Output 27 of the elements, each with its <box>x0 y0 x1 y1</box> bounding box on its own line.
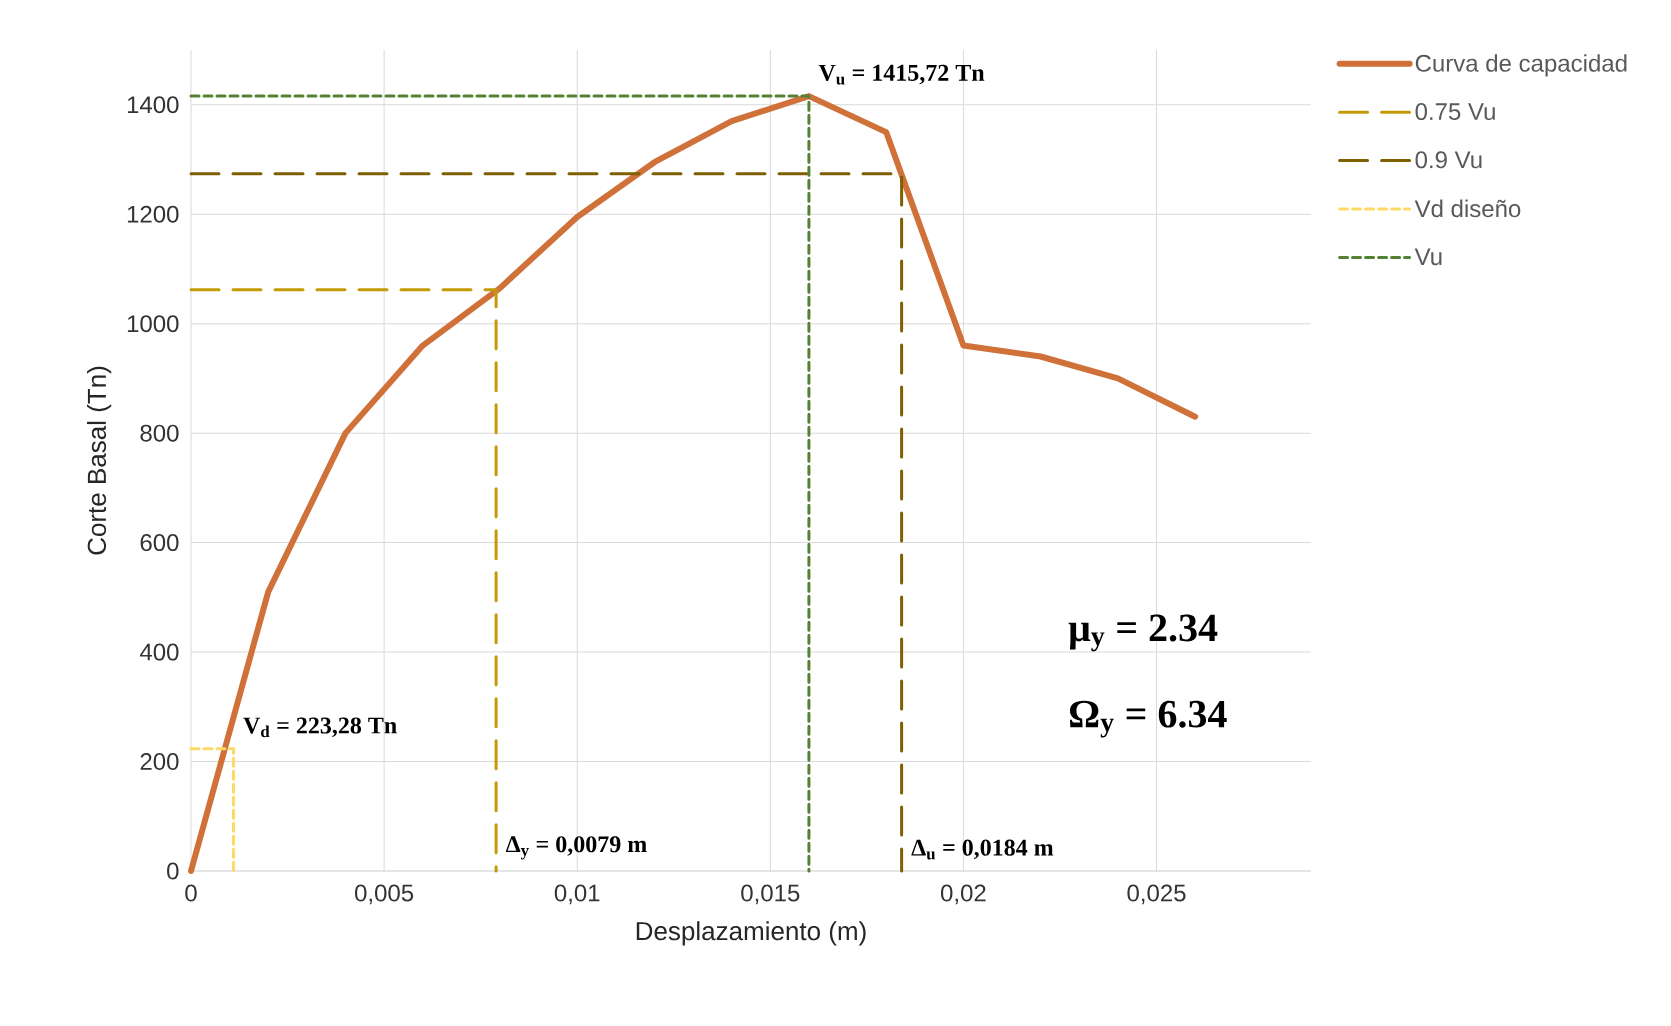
legend-label: 0.75 Vu <box>1415 103 1495 121</box>
y-tick-label: 800 <box>140 424 179 442</box>
annotation: V$_{d}$ = 223,28 Tn <box>243 717 397 738</box>
x-tick-label: 0,015 <box>741 884 800 905</box>
y-tick-label: 1400 <box>127 96 179 114</box>
annotation: μ$_{y}$ = 2.34 <box>1068 614 1218 652</box>
y-tick-label: 0 <box>167 862 179 880</box>
y-tick-label: 1200 <box>127 205 179 223</box>
y-tick-label: 400 <box>139 643 179 661</box>
y-tick-label: 600 <box>140 534 179 552</box>
annotation: V$_{u}$ = 1415,72 Tn <box>818 64 985 85</box>
annotation: Δ$_{u}$ = 0,0184 m <box>911 839 1054 860</box>
annotation: Δ$_{y}$ = 0,0079 m <box>505 836 647 860</box>
y-axis-title: Corte Basal (Tn) <box>86 366 112 555</box>
x-axis-title: Desplazamiento (m) <box>636 921 866 946</box>
x-tick-label: 0,02 <box>940 884 986 905</box>
legend-label: 0.9 Vu <box>1415 151 1482 169</box>
legend-label: Vu <box>1414 248 1442 266</box>
legend-label: Curva de capacidad <box>1415 54 1627 77</box>
y-tick-label: 200 <box>140 753 179 771</box>
annotation: Ω$_{y}$ = 6.34 <box>1069 700 1227 738</box>
x-tick-label: 0 <box>185 884 197 902</box>
x-tick-label: 0,01 <box>554 884 600 905</box>
x-tick-label: 0,025 <box>1127 884 1186 905</box>
legend-label: Vd diseño <box>1414 199 1521 218</box>
x-tick-label: 0,005 <box>355 884 414 905</box>
y-tick-label: 1000 <box>127 315 179 333</box>
